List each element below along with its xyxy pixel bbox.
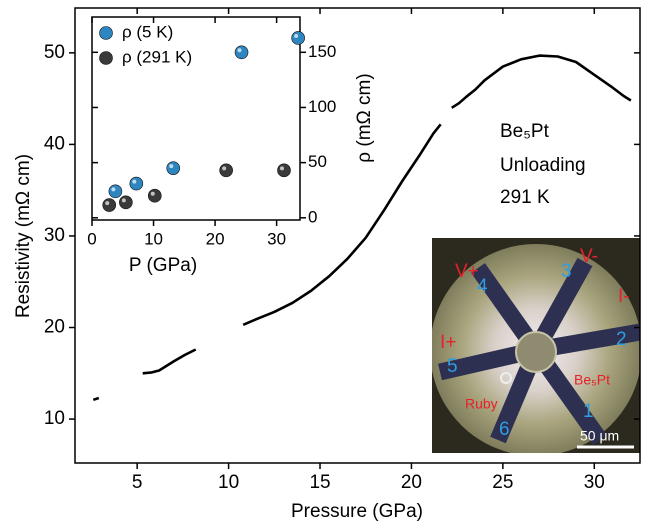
photo-label: I- <box>618 286 630 307</box>
legend-marker <box>99 26 113 40</box>
data-point <box>119 195 133 210</box>
x-tick-label: 30 <box>584 472 605 493</box>
data-point <box>277 163 291 178</box>
photo-label: 1 <box>583 401 594 422</box>
photo-label: 50 μm <box>580 428 619 444</box>
highlight <box>280 166 284 171</box>
photo-label: I+ <box>440 332 456 353</box>
annotation: 291 K <box>500 187 550 208</box>
data-line <box>92 54 632 402</box>
photo <box>432 238 640 453</box>
data-point <box>147 188 162 203</box>
x-tick-label: 10 <box>218 472 239 493</box>
photo-label: V- <box>580 246 598 267</box>
highlight <box>132 179 137 184</box>
photo-label: Be₅Pt <box>574 372 610 388</box>
y-tick-label: 40 <box>44 133 65 154</box>
y-tick-label: 30 <box>44 225 65 246</box>
photo-label: 2 <box>616 329 627 350</box>
highlight <box>169 164 174 169</box>
x-tick-label: 5 <box>132 472 143 493</box>
x-tick-label: 20 <box>401 472 422 493</box>
photo-label: 6 <box>499 419 510 440</box>
y-tick-label: 150 <box>308 42 336 61</box>
y-axis-label: Resistivity (mΩ cm) <box>13 154 34 318</box>
highlight <box>150 191 155 196</box>
legend-label: ρ (5 K) <box>122 22 173 41</box>
y-tick-label: 20 <box>44 317 65 338</box>
photo-label: 3 <box>561 261 572 282</box>
data-point <box>291 31 305 45</box>
y-tick-label: 100 <box>308 97 336 116</box>
y-tick-label: 10 <box>44 408 65 429</box>
highlight <box>105 201 110 206</box>
data-point <box>129 176 144 191</box>
data-point <box>102 198 117 212</box>
highlight <box>121 198 126 203</box>
x-tick-label: 0 <box>87 229 96 248</box>
y-tick-label: 0 <box>308 207 317 226</box>
highlight <box>294 33 299 38</box>
x-axis-label: Pressure (GPa) <box>291 501 423 522</box>
photo-label: Ruby <box>465 396 498 412</box>
inset-frame <box>91 16 301 221</box>
data-point <box>234 45 249 60</box>
data-point <box>219 163 233 178</box>
annotation: Unloading <box>500 155 586 176</box>
highlight <box>222 166 227 171</box>
x-tick-label: 25 <box>492 472 513 493</box>
data-point <box>166 161 181 175</box>
highlight <box>237 48 242 53</box>
inset-x-axis-label: P (GPa) <box>129 255 197 276</box>
data-point <box>108 184 123 199</box>
inset-y-axis-label: ρ (mΩ cm) <box>354 73 375 162</box>
x-tick-label: 10 <box>144 229 163 248</box>
photo-label: 5 <box>447 356 458 377</box>
x-tick-label: 30 <box>267 229 286 248</box>
legend-marker <box>99 51 113 65</box>
photo-label: V+ <box>455 261 479 282</box>
legend-label: ρ (291 K) <box>122 47 192 66</box>
photo-label: 4 <box>477 276 488 297</box>
y-tick-label: 50 <box>308 152 327 171</box>
x-tick-label: 20 <box>206 229 225 248</box>
y-tick-label: 50 <box>44 42 65 63</box>
annotation: Be₅Pt <box>500 121 550 142</box>
highlight <box>111 187 116 192</box>
x-tick-label: 15 <box>309 472 330 493</box>
